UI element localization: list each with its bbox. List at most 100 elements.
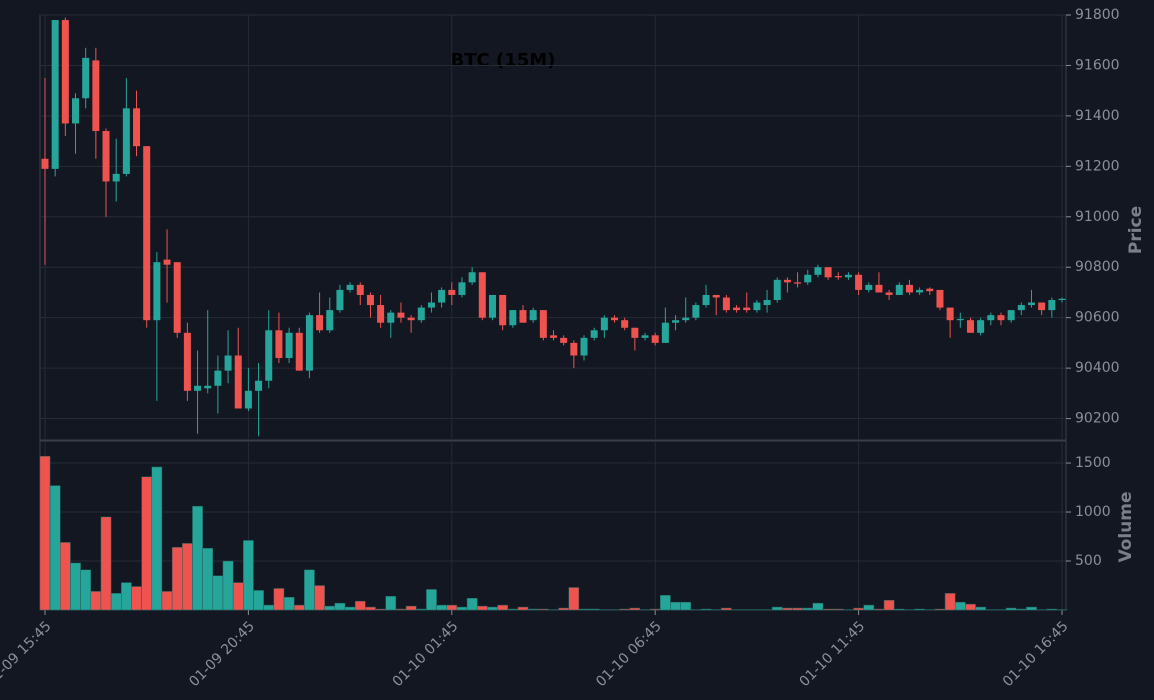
volume-tick-label: 1500 xyxy=(1075,455,1111,471)
volume-bar xyxy=(314,585,325,611)
volume-bar xyxy=(619,608,631,611)
volume-bar xyxy=(151,466,163,611)
candle-body xyxy=(936,289,944,308)
candle-body xyxy=(346,284,354,290)
candle-body xyxy=(509,310,517,326)
candle-body xyxy=(631,327,639,338)
volume-bar xyxy=(771,606,783,611)
candle-body xyxy=(763,300,771,306)
volume-bar xyxy=(395,608,407,611)
candle-body xyxy=(916,289,924,293)
volume-bar xyxy=(80,569,92,611)
candle-body xyxy=(550,335,557,338)
volume-bar xyxy=(334,602,346,611)
volume-bar xyxy=(182,543,193,611)
candle-body xyxy=(438,289,446,303)
candle-body xyxy=(641,335,649,338)
candle-body xyxy=(997,315,1005,321)
volume-bar xyxy=(588,608,600,611)
y-tick-label: 90200 xyxy=(1075,411,1120,427)
candle-body xyxy=(326,310,334,331)
candle-body xyxy=(122,108,130,174)
volume-bar xyxy=(39,455,51,611)
candle-body xyxy=(92,60,100,132)
volume-bar xyxy=(822,608,834,611)
volume-bar xyxy=(537,608,549,611)
candle-body xyxy=(600,317,608,331)
candle-body xyxy=(905,284,913,293)
volume-axis-label: Volume xyxy=(1116,491,1136,562)
candle-body xyxy=(519,310,527,323)
volume-bar xyxy=(49,485,61,611)
candle-body xyxy=(885,292,893,295)
candle-body xyxy=(834,276,842,278)
candle-body xyxy=(855,274,863,290)
candle-body xyxy=(590,330,598,338)
candle-body xyxy=(753,302,761,311)
candle-body xyxy=(488,294,496,318)
candle-body xyxy=(539,310,547,338)
candle-body xyxy=(82,57,90,99)
candle-body xyxy=(783,279,791,283)
volume-bar xyxy=(253,590,264,611)
candle-body xyxy=(580,337,588,356)
candle-body xyxy=(824,267,832,278)
volume-bar xyxy=(304,569,315,611)
candle-body xyxy=(387,312,395,323)
candle-body xyxy=(366,294,374,306)
candle-body xyxy=(244,390,252,409)
volume-bar xyxy=(293,604,305,611)
candle-body xyxy=(844,274,852,278)
volume-bar xyxy=(578,608,590,611)
candle-body xyxy=(570,342,578,356)
volume-bar xyxy=(527,608,539,611)
candle-body xyxy=(336,289,344,311)
volume-bar xyxy=(121,582,132,611)
volume-bar xyxy=(517,606,529,611)
candle-body xyxy=(163,259,171,265)
candle-body xyxy=(661,322,669,343)
volume-bar xyxy=(883,599,895,611)
volume-bar xyxy=(426,589,437,611)
candle-body xyxy=(529,310,537,321)
candle-body xyxy=(468,272,476,283)
volume-bar xyxy=(385,596,397,611)
volume-bar xyxy=(954,601,966,611)
volume-bar xyxy=(202,548,214,611)
candle-body xyxy=(214,370,222,386)
candle-body xyxy=(966,320,974,333)
y-tick-label: 90600 xyxy=(1075,310,1120,326)
candle-body xyxy=(895,284,903,295)
volume-bar xyxy=(802,607,814,611)
candle-body xyxy=(804,274,812,283)
volume-bar xyxy=(965,603,976,611)
volume-bar xyxy=(222,560,234,611)
volume-bar xyxy=(944,593,956,611)
candle-body xyxy=(133,108,141,147)
volume-bar xyxy=(100,516,112,611)
volume-bar xyxy=(436,604,447,611)
volume-bar xyxy=(721,607,732,611)
candle-body xyxy=(1017,305,1025,311)
volume-bar xyxy=(497,604,508,611)
volume-bar xyxy=(243,540,254,611)
volume-bar xyxy=(375,608,386,611)
candle-body xyxy=(926,288,934,292)
candle-body xyxy=(499,294,507,326)
y-tick-label: 90800 xyxy=(1075,259,1120,275)
candle-body xyxy=(733,307,741,311)
candle-body xyxy=(407,317,415,321)
candle-body xyxy=(143,146,151,321)
volume-bar xyxy=(354,600,366,611)
volume-bar xyxy=(476,605,488,611)
volume-bar xyxy=(466,597,478,611)
candle-body xyxy=(1007,310,1015,321)
volume-bar xyxy=(782,607,793,611)
volume-bar xyxy=(934,608,946,611)
candle-body xyxy=(285,332,293,359)
candle-body xyxy=(316,315,324,331)
candle-body xyxy=(417,307,425,321)
candle-body xyxy=(305,315,313,371)
candle-body xyxy=(72,98,80,124)
